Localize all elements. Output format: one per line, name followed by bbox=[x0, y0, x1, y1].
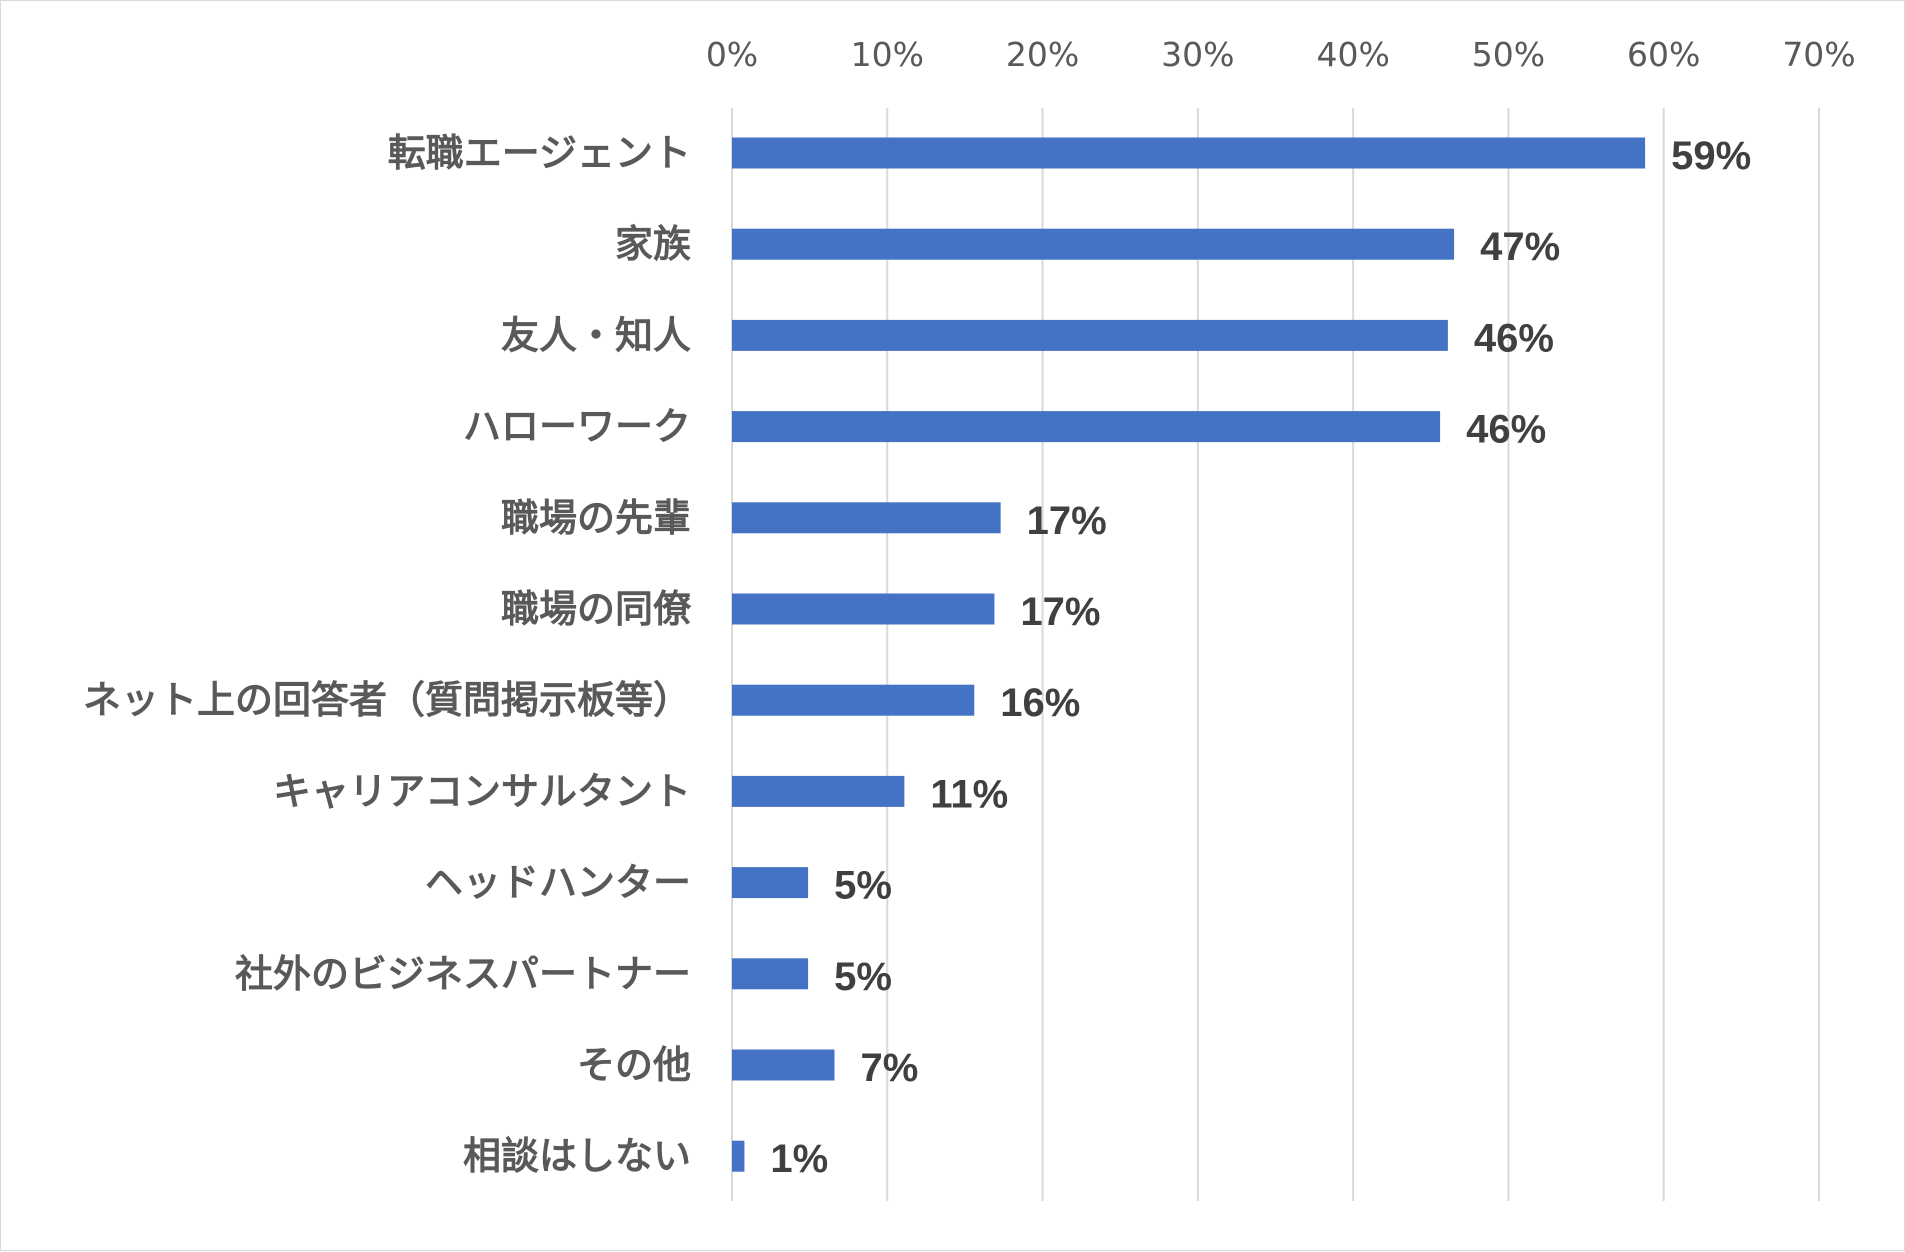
bar bbox=[732, 684, 975, 716]
bar bbox=[732, 411, 1441, 443]
category-label: その他 bbox=[577, 1043, 691, 1087]
data-label: 5% bbox=[834, 955, 892, 999]
category-label: 職場の同僚 bbox=[501, 587, 692, 631]
data-label: 46% bbox=[1474, 316, 1554, 360]
category-label: ネット上の回答者（質問掲示板等） bbox=[83, 678, 691, 722]
bar bbox=[732, 502, 1001, 534]
data-label: 5% bbox=[834, 864, 892, 908]
data-label: 1% bbox=[770, 1137, 828, 1181]
data-label: 59% bbox=[1671, 134, 1751, 178]
bar bbox=[732, 137, 1646, 169]
category-label: 転職エージェント bbox=[388, 131, 691, 175]
bar bbox=[732, 867, 809, 899]
data-label: 16% bbox=[1000, 681, 1080, 725]
bar bbox=[732, 958, 809, 990]
bar bbox=[732, 775, 905, 807]
category-label: ハローワーク bbox=[463, 405, 691, 449]
data-label: 46% bbox=[1466, 408, 1546, 452]
data-label: 17% bbox=[1020, 590, 1100, 634]
bar bbox=[732, 1140, 745, 1172]
category-label: 社外のビジネスパートナー bbox=[235, 952, 691, 996]
bar bbox=[732, 1049, 835, 1081]
x-tick-label: 70% bbox=[1782, 35, 1855, 74]
data-label: 11% bbox=[930, 772, 1008, 816]
category-label: ヘッドハンター bbox=[425, 861, 691, 905]
category-label: 友人・知人 bbox=[501, 313, 691, 357]
x-tick-label: 10% bbox=[851, 35, 924, 74]
bar bbox=[732, 228, 1455, 260]
category-label: 職場の先輩 bbox=[501, 496, 691, 540]
category-label: 相談はしない bbox=[463, 1134, 691, 1178]
bar bbox=[732, 593, 995, 625]
x-tick-label: 20% bbox=[1006, 35, 1079, 74]
data-label: 17% bbox=[1027, 499, 1107, 543]
category-label: キャリアコンサルタント bbox=[273, 769, 691, 813]
x-tick-label: 30% bbox=[1161, 35, 1234, 74]
x-tick-label: 0% bbox=[706, 35, 758, 74]
x-tick-label: 60% bbox=[1627, 35, 1700, 74]
x-tick-label: 50% bbox=[1472, 35, 1545, 74]
category-label: 家族 bbox=[615, 222, 691, 266]
data-label: 47% bbox=[1480, 225, 1560, 269]
x-tick-label: 40% bbox=[1316, 35, 1389, 74]
bar bbox=[732, 319, 1448, 351]
data-label: 7% bbox=[860, 1046, 918, 1090]
